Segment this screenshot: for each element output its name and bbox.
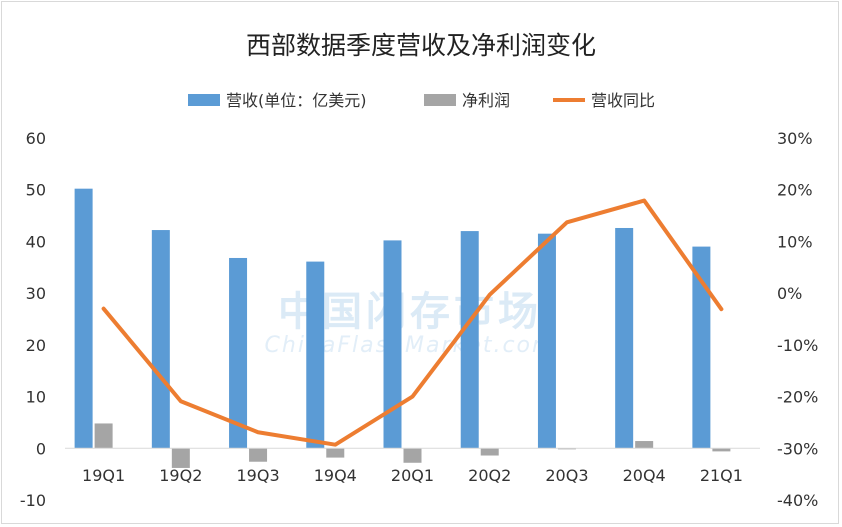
legend-label: 营收(单位：亿美元)	[226, 91, 367, 110]
right-axis-tick-label: -30%	[777, 439, 818, 458]
net-profit-bar	[249, 448, 268, 462]
left-axis-tick-label: 60	[26, 129, 46, 148]
right-axis-tick-label: 30%	[777, 129, 813, 148]
right-axis-tick-label: 10%	[777, 232, 813, 251]
left-axis-tick-label: -10	[20, 491, 46, 510]
legend-swatch	[188, 94, 220, 106]
left-axis-tick-label: 10	[26, 388, 46, 407]
net-profit-bar	[712, 448, 731, 452]
revenue-bar	[229, 257, 248, 449]
right-axis: -40% -30% -20% -10% 0% 10% 20% 30%	[777, 129, 818, 510]
revenue-bar	[537, 233, 556, 449]
revenue-bar	[460, 231, 479, 449]
right-axis-tick-label: -10%	[777, 336, 818, 355]
right-axis-tick-label: -20%	[777, 388, 818, 407]
net-profit-bar	[480, 448, 499, 456]
x-axis-tick-label: 20Q3	[545, 466, 588, 485]
left-axis: -10 0 10 20 30 40 50 60	[20, 129, 46, 510]
legend: 营收(单位：亿美元) 净利润 营收同比	[188, 91, 655, 110]
yoy-growth-line	[101, 198, 724, 447]
revenue-bar	[306, 261, 325, 449]
revenue-bar	[151, 230, 170, 449]
left-axis-tick-label: 0	[36, 439, 46, 458]
x-axis-tick-label: 20Q1	[391, 466, 434, 485]
left-axis-tick-label: 20	[26, 336, 46, 355]
left-axis-tick-label: 30	[26, 284, 46, 303]
net-profit-bar	[635, 441, 654, 449]
chart-title: 西部数据季度营收及净利润变化	[246, 31, 596, 60]
net-profit-bar	[557, 448, 576, 450]
legend-swatch	[424, 94, 456, 106]
x-axis-tick-label: 19Q2	[159, 466, 202, 485]
net-profit-bar	[403, 448, 422, 463]
net-profit-bar	[326, 448, 345, 458]
x-axis-tick-label: 19Q3	[236, 466, 279, 485]
net-profit-bar	[171, 448, 190, 468]
x-axis-labels: 19Q1 19Q2 19Q3 19Q4 20Q1 20Q2 20Q3 20Q4 21Q1	[82, 466, 743, 485]
legend-label: 营收同比	[591, 91, 655, 110]
bars	[74, 188, 731, 468]
revenue-bar	[383, 240, 402, 449]
x-axis-tick-label: 20Q4	[623, 466, 666, 485]
right-axis-tick-label: 20%	[777, 181, 813, 200]
net-profit-bar	[94, 423, 113, 449]
x-axis-tick-label: 19Q4	[314, 466, 357, 485]
line-series	[101, 198, 724, 447]
legend-label: 净利润	[462, 91, 510, 110]
revenue-bar	[615, 227, 634, 449]
right-axis-tick-label: -40%	[777, 491, 818, 510]
x-axis-tick-label: 19Q1	[82, 466, 125, 485]
x-axis-tick-label: 21Q1	[700, 466, 743, 485]
revenue-bar	[74, 188, 93, 449]
revenue-bar	[692, 246, 711, 449]
x-axis-tick-label: 20Q2	[468, 466, 511, 485]
left-axis-tick-label: 50	[26, 181, 46, 200]
right-axis-tick-label: 0%	[777, 284, 802, 303]
left-axis-tick-label: 40	[26, 232, 46, 251]
